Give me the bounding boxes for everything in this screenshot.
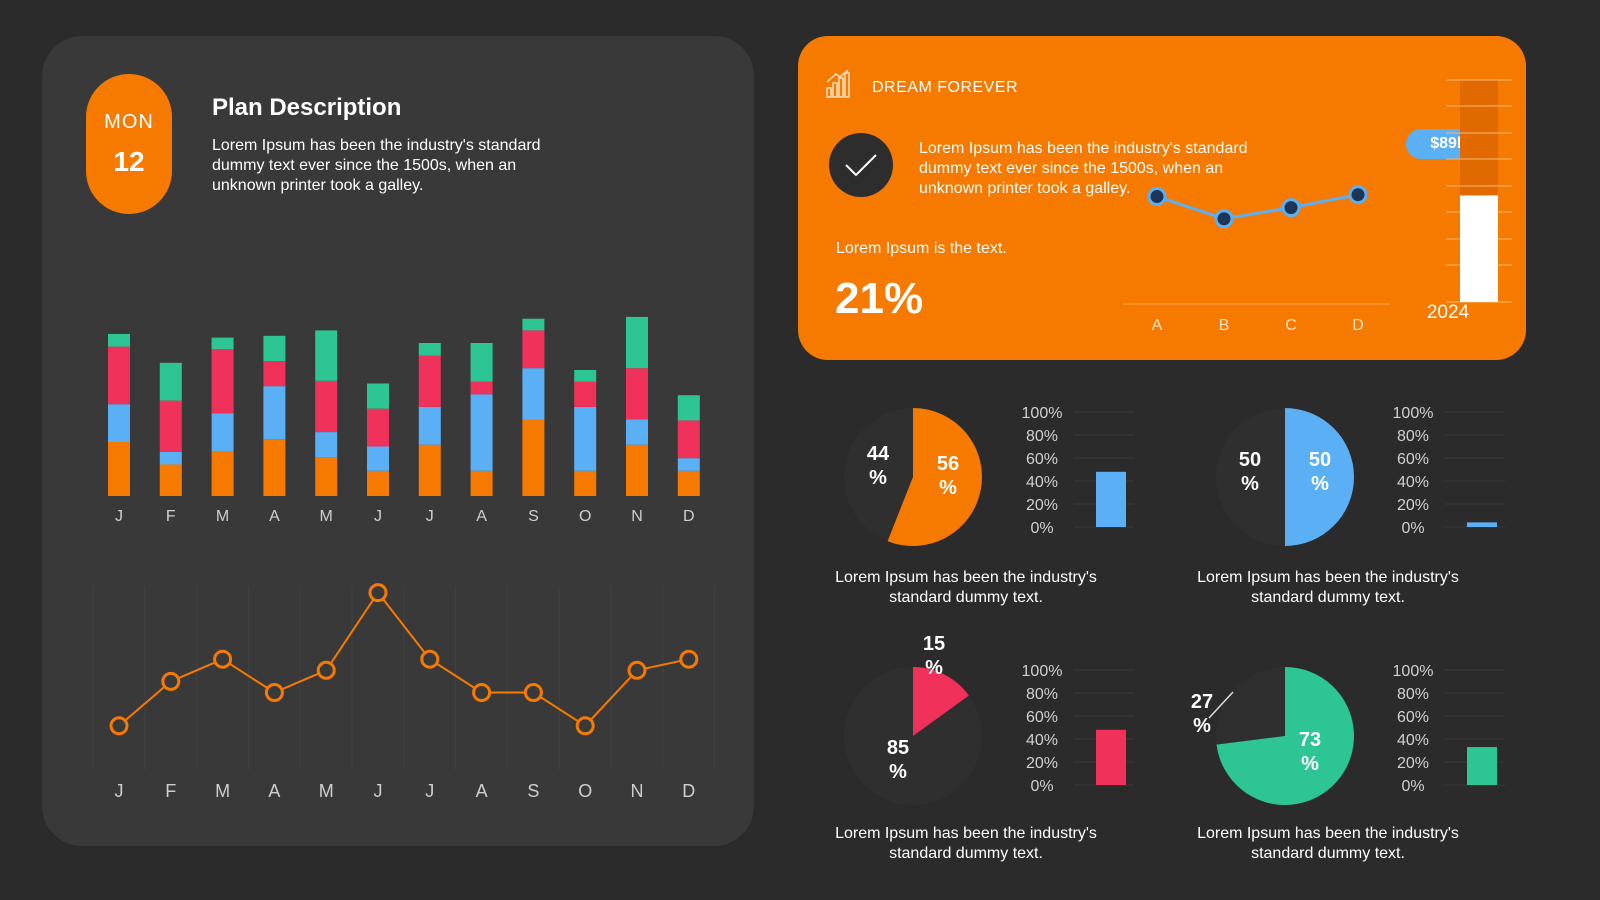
pie-percent-label: 73 — [1299, 729, 1321, 751]
mini-bar — [1096, 471, 1126, 527]
pie-percent-label: 85 — [887, 737, 909, 759]
feature-text: Lorem Ipsum has been the industry's stan… — [919, 140, 1248, 197]
y-tick-label: 80% — [1026, 686, 1058, 703]
plan-panel: MON 12 Plan Description Lorem Ipsum has … — [42, 36, 754, 846]
caption-pie-3: Lorem Ipsum has been the industry's stan… — [835, 825, 1097, 862]
y-tick-label: 60% — [1397, 709, 1429, 726]
y-tick-label: 0% — [1030, 778, 1053, 795]
pie-percent-label: % — [1301, 753, 1319, 775]
y-tick-label: 40% — [1026, 732, 1058, 749]
mini-bar — [1467, 522, 1497, 527]
y-tick-label: 100% — [1393, 663, 1434, 680]
pie-background — [1216, 408, 1354, 546]
pie-percent-label: % — [889, 761, 907, 783]
pie-slice — [1216, 667, 1354, 806]
check-icon — [829, 133, 893, 197]
pie-percent-label: 27 — [1191, 691, 1213, 713]
caption-pie-1: Lorem Ipsum has been the industry's stan… — [835, 569, 1097, 606]
y-tick-label: 20% — [1026, 755, 1058, 772]
y-tick-label: 100% — [1022, 405, 1063, 422]
y-tick-label: 100% — [1022, 663, 1063, 680]
feature-title: DREAM FOREVER — [872, 79, 1019, 96]
y-tick-label: 40% — [1026, 474, 1058, 491]
y-tick-label: 20% — [1397, 497, 1429, 514]
y-tick-label: 40% — [1397, 732, 1429, 749]
pie-slice — [1285, 408, 1354, 546]
y-tick-label: 0% — [1401, 778, 1424, 795]
date-day: MON — [104, 110, 154, 133]
y-tick-label: 60% — [1026, 709, 1058, 726]
mini-bar — [1096, 729, 1126, 785]
pie-background — [844, 667, 982, 805]
pie-percent-label: 15 — [923, 633, 945, 655]
pie-percent-label: % — [1311, 473, 1329, 495]
year-label: 2024 — [1426, 302, 1470, 323]
pie-percent-label: % — [939, 477, 957, 499]
y-tick-label: 0% — [1030, 520, 1053, 537]
plan-title: Plan Description — [212, 94, 402, 121]
feature-percent: 21% — [835, 274, 924, 323]
y-tick-label: 20% — [1026, 497, 1058, 514]
y-tick-label: 80% — [1397, 686, 1429, 703]
y-tick-label: 40% — [1397, 474, 1429, 491]
pie-percent-label: 44 — [867, 443, 890, 465]
pie-percent-label: % — [869, 467, 887, 489]
caption-pie-4: Lorem Ipsum has been the industry's stan… — [1197, 825, 1459, 862]
pie-slice — [887, 408, 982, 546]
y-tick-label: 0% — [1401, 520, 1424, 537]
bar-chart-icon — [826, 69, 850, 103]
feature-subtext: Lorem Ipsum is the text. — [836, 240, 1007, 257]
mini-bar — [1467, 747, 1497, 785]
pie-percent-label: % — [925, 657, 943, 679]
y-tick-label: 100% — [1393, 405, 1434, 422]
y-tick-label: 80% — [1397, 428, 1429, 445]
y-tick-label: 80% — [1026, 428, 1058, 445]
leader-line — [1208, 691, 1234, 719]
pie-percent-label: 50 — [1309, 449, 1331, 471]
date-number: 12 — [113, 145, 145, 177]
y-tick-label: 60% — [1397, 451, 1429, 468]
caption-pie-2: Lorem Ipsum has been the industry's stan… — [1197, 569, 1459, 606]
pie-percent-label: % — [1193, 715, 1211, 737]
pie-background — [1216, 667, 1354, 805]
pie-slice — [913, 667, 969, 736]
date-badge: MON 12 — [86, 74, 172, 214]
plan-description: Lorem Ipsum has been the industry's stan… — [212, 137, 541, 194]
pie-background — [844, 408, 982, 546]
pie-percent-label: % — [1241, 473, 1259, 495]
y-tick-label: 20% — [1397, 755, 1429, 772]
money-badge: $89k — [1406, 129, 1490, 159]
pie-percent-label: 56 — [937, 453, 959, 475]
pie-percent-label: 50 — [1239, 449, 1261, 471]
feature-panel: DREAM FOREVER Lorem Ipsum has been the i… — [798, 36, 1526, 360]
y-tick-label: 60% — [1026, 451, 1058, 468]
